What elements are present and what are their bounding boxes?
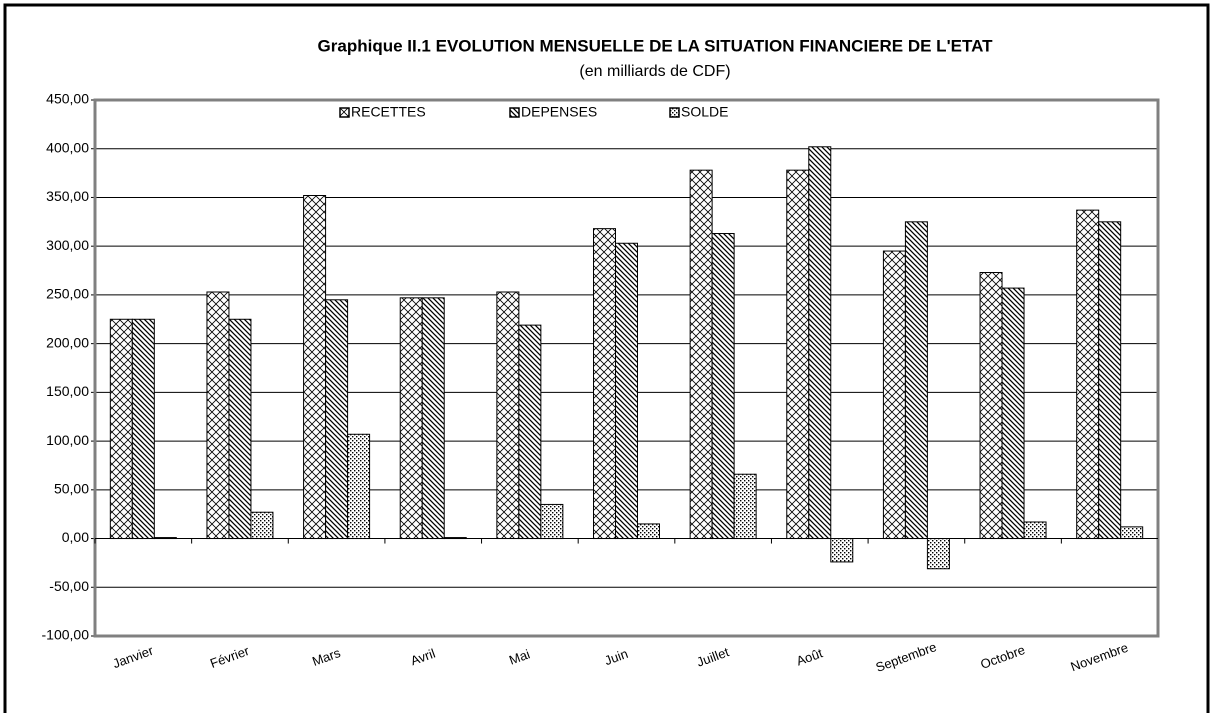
x-tick-label: Septembre: [874, 639, 939, 675]
legend-label: SOLDE: [681, 104, 728, 120]
x-tick-label: Juin: [602, 646, 630, 668]
y-tick-label: 400,00: [46, 139, 89, 155]
legend-swatch: [339, 107, 350, 118]
plot-border: [93, 98, 1160, 638]
y-tick-label: 200,00: [46, 334, 89, 350]
bar: [496, 291, 520, 540]
bar: [830, 538, 854, 563]
bar: [689, 169, 713, 540]
bar: [593, 228, 616, 540]
legend-swatch: [509, 107, 520, 118]
bar: [518, 324, 542, 540]
bar: [808, 146, 832, 540]
bar: [1001, 287, 1025, 540]
bar: [399, 297, 423, 540]
legend-label: RECETTES: [351, 104, 426, 120]
bar: [347, 433, 371, 540]
bar: [325, 299, 349, 540]
x-tick-label: Janvier: [111, 643, 156, 672]
bar: [786, 169, 810, 540]
bar: [711, 233, 735, 540]
frame: [3, 3, 1210, 713]
y-tick-label: 100,00: [46, 432, 89, 448]
bar: [979, 271, 1003, 540]
y-tick-label: 0,00: [62, 529, 89, 545]
y-tick-label: 250,00: [46, 286, 89, 302]
bar: [421, 297, 445, 540]
bar: [540, 503, 564, 540]
legend-label: DEPENSES: [521, 104, 597, 120]
y-tick-label: 350,00: [46, 188, 89, 204]
x-tick-label: Juillet: [695, 644, 732, 670]
bar: [250, 511, 274, 540]
chart-title: Graphique II.1 EVOLUTION MENSUELLE DE LA…: [318, 36, 994, 55]
bar: [882, 250, 906, 540]
bar: [1120, 526, 1144, 540]
bar: [637, 523, 660, 540]
bar: [1023, 521, 1047, 540]
bar: [303, 195, 327, 540]
x-tick-label: Octobre: [978, 642, 1027, 672]
bar: [131, 318, 155, 540]
chart-subtitle: (en milliards de CDF): [579, 63, 730, 80]
y-tick-label: 50,00: [54, 481, 89, 497]
x-tick-label: Août: [794, 645, 825, 668]
x-tick-label: Mai: [507, 646, 532, 667]
bar: [228, 318, 252, 540]
bar: [1098, 221, 1122, 540]
legend-swatch: [669, 107, 680, 118]
bar: [926, 538, 950, 570]
x-tick-label: Mars: [310, 645, 343, 669]
y-tick-label: 450,00: [46, 91, 89, 107]
bar: [904, 221, 928, 540]
bar: [1076, 209, 1100, 540]
y-tick-label: 300,00: [46, 237, 89, 253]
x-tick-label: Novembre: [1069, 640, 1130, 675]
bar: [615, 242, 638, 540]
y-tick-label: -100,00: [42, 627, 90, 643]
y-tick-label: 150,00: [46, 383, 89, 399]
x-tick-label: Avril: [409, 646, 438, 669]
y-tick-label: -50,00: [49, 578, 89, 594]
bar: [109, 318, 133, 540]
x-tick-label: Février: [208, 643, 252, 671]
bar: [206, 291, 230, 540]
bar: [733, 473, 757, 540]
